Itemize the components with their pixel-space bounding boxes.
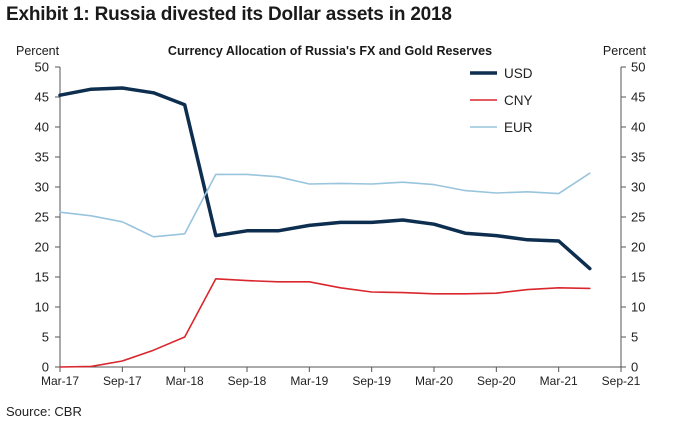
x-tick-label: Sep-20: [477, 374, 516, 388]
left-axis-label: Percent: [16, 44, 60, 58]
source-note: Source: CBR: [6, 404, 82, 419]
y-tick-label-left: 15: [35, 270, 49, 285]
legend-label-usd: USD: [504, 66, 533, 81]
y-tick-label-right: 35: [631, 150, 645, 165]
y-tick-label-right: 25: [631, 210, 645, 225]
legend: USD CNY EUR: [470, 66, 533, 135]
x-tick-label: Mar-21: [540, 374, 578, 388]
x-tick-label: Mar-20: [415, 374, 453, 388]
y-tick-label-right: 15: [631, 270, 645, 285]
y-tick-label-left: 25: [35, 210, 49, 225]
series-lines: [58, 86, 592, 368]
axes: 0 0 5 5 10 10 15 15 20 20 25 25 30 30 35 35 40 40 45 45 50 50…: [35, 60, 646, 389]
right-axis-label: Percent: [603, 44, 647, 58]
series-line-usd: [58, 86, 592, 271]
y-tick-label-left: 20: [35, 240, 49, 255]
y-tick-label-right: 40: [631, 120, 645, 135]
y-tick-label-right: 30: [631, 180, 645, 195]
x-tick-label: Mar-17: [41, 374, 79, 388]
y-tick-label-left: 50: [35, 60, 49, 75]
y-tick-label-left: 30: [35, 180, 49, 195]
y-tick-label-left: 45: [35, 90, 49, 105]
y-tick-label-left: 10: [35, 300, 49, 315]
series-line-eur: [59, 172, 591, 238]
y-tick-label-right: 10: [631, 300, 645, 315]
y-tick-label-right: 0: [631, 360, 638, 375]
x-tick-label: Sep-18: [228, 374, 267, 388]
y-tick-label-right: 5: [631, 330, 638, 345]
x-tick-label: Sep-21: [602, 374, 641, 388]
y-tick-label-left: 35: [35, 150, 49, 165]
x-tick-label: Mar-19: [290, 374, 328, 388]
legend-label-eur: EUR: [504, 120, 533, 135]
y-tick-label-right: 50: [631, 60, 645, 75]
y-tick-label-right: 20: [631, 240, 645, 255]
series-line-cny: [59, 277, 591, 368]
exhibit-heading: Exhibit 1: Russia divested its Dollar as…: [6, 4, 452, 25]
x-tick-label: Sep-19: [352, 374, 391, 388]
chart-title: Currency Allocation of Russia's FX and G…: [168, 44, 492, 58]
y-tick-label-left: 5: [42, 330, 49, 345]
x-tick-label: Sep-17: [103, 374, 142, 388]
legend-label-cny: CNY: [504, 93, 533, 108]
y-tick-label-right: 45: [631, 90, 645, 105]
y-tick-label-left: 0: [42, 360, 49, 375]
x-tick-label: Mar-18: [166, 374, 204, 388]
y-tick-label-left: 40: [35, 120, 49, 135]
